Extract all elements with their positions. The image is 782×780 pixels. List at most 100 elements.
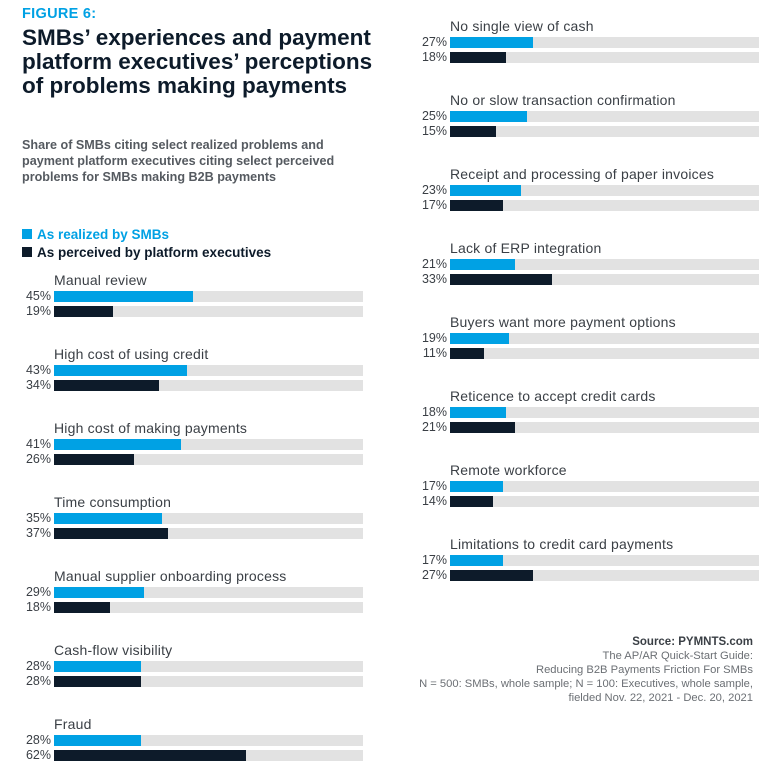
bar-perceived [450, 126, 497, 137]
value-label: 37% [25, 526, 51, 540]
bar-row-realized: 29% [22, 585, 367, 599]
bar-row-realized: 41% [22, 438, 367, 450]
bar-track [54, 528, 363, 539]
bar-row-perceived: 33% [418, 273, 763, 285]
bar-track [54, 750, 363, 761]
value-label: 17% [421, 479, 447, 493]
bar-realized [54, 439, 181, 450]
bar-realized [54, 587, 144, 598]
bar-track [450, 555, 759, 566]
chart-title: SMBs’ experiences and payment platform e… [22, 25, 373, 98]
bar-track [450, 185, 759, 196]
category-label: Limitations to credit card payments [450, 536, 674, 552]
bar-realized [450, 111, 528, 122]
source-line: N = 500: SMBs, whole sample; N = 100: Ex… [419, 678, 753, 690]
value-label: 45% [25, 289, 51, 303]
bar-track [450, 570, 759, 581]
value-label: 15% [421, 124, 447, 138]
value-label: 14% [421, 494, 447, 508]
bar-track [450, 274, 759, 285]
value-label: 17% [421, 198, 447, 212]
bar-track [54, 454, 363, 465]
value-label: 18% [421, 405, 447, 419]
value-label: 26% [25, 452, 51, 466]
bar-row-realized: 17% [418, 479, 763, 493]
value-label: 28% [25, 733, 51, 747]
bar-row-realized: 18% [418, 405, 763, 419]
bar-track [54, 587, 363, 598]
bar-realized [450, 407, 506, 418]
bar-realized [450, 333, 509, 344]
bar-realized [450, 555, 503, 566]
bar-row-perceived: 15% [418, 124, 763, 138]
value-label: 28% [25, 674, 51, 688]
bar-realized [450, 481, 503, 492]
legend-item-realized: As realized by SMBs [22, 225, 271, 243]
legend-swatch-perceived [22, 247, 32, 257]
bar-perceived [450, 52, 506, 63]
bar-track [450, 407, 759, 418]
bar-track [54, 602, 363, 613]
category-label: Reticence to accept credit cards [450, 388, 656, 404]
bar-track [450, 52, 759, 63]
category-label: Receipt and processing of paper invoices [450, 166, 715, 182]
chart-subtitle: Share of SMBs citing select realized pro… [22, 138, 335, 184]
bar-row-perceived: 62% [22, 748, 367, 762]
category-label: High cost of making payments [54, 420, 248, 436]
value-label: 21% [421, 257, 447, 271]
legend-item-perceived: As perceived by platform executives [22, 243, 271, 261]
bar-track [54, 291, 363, 302]
bar-row-realized: 27% [418, 35, 763, 49]
bar-perceived [450, 274, 552, 285]
category-label: Time consumption [54, 494, 172, 510]
bar-row-realized: 25% [418, 109, 763, 123]
legend-label-perceived: As perceived by platform executives [37, 244, 272, 260]
bar-row-realized: 28% [22, 660, 367, 672]
source-note: Source: PYMNTS.com The AP/AR Quick-Start… [419, 635, 753, 705]
bar-row-perceived: 27% [418, 568, 763, 582]
bar-perceived [54, 602, 110, 613]
value-label: 62% [25, 748, 51, 762]
bar-row-perceived: 34% [22, 378, 367, 392]
value-label: 23% [421, 183, 447, 197]
value-label: 25% [421, 109, 447, 123]
legend-swatch-realized [22, 229, 32, 239]
bar-row-realized: 17% [418, 553, 763, 567]
legend: As realized by SMBs As perceived by plat… [22, 225, 271, 261]
category-label: Manual review [54, 272, 147, 288]
bar-row-realized: 28% [22, 733, 367, 747]
bar-track [54, 513, 363, 524]
category-label: Manual supplier onboarding process [54, 568, 287, 584]
bar-row-realized: 45% [22, 289, 367, 303]
legend-label-realized: As realized by SMBs [37, 226, 170, 242]
value-label: 17% [421, 553, 447, 567]
category-label: Remote workforce [450, 462, 567, 478]
bar-perceived [450, 496, 494, 507]
bar-track [54, 676, 363, 687]
value-label: 29% [25, 585, 51, 599]
value-label: 21% [421, 420, 447, 434]
bar-track [450, 348, 759, 359]
bar-row-perceived: 19% [22, 304, 367, 318]
bar-perceived [54, 528, 169, 539]
value-label: 43% [25, 363, 51, 377]
bar-track [450, 496, 759, 507]
value-label: 18% [421, 50, 447, 64]
value-label: 18% [25, 600, 51, 614]
bar-realized [54, 661, 141, 672]
bar-track [54, 439, 363, 450]
category-label: Buyers want more payment options [450, 314, 676, 330]
bar-track [54, 735, 363, 746]
bar-track [450, 259, 759, 270]
bar-track [54, 661, 363, 672]
value-label: 34% [25, 378, 51, 392]
bar-realized [54, 735, 141, 746]
value-label: 19% [25, 304, 51, 318]
bar-row-perceived: 21% [418, 420, 763, 434]
value-label: 27% [421, 35, 447, 49]
bar-perceived [54, 380, 160, 391]
value-label: 27% [421, 568, 447, 582]
bar-realized [54, 291, 194, 302]
bar-row-realized: 21% [418, 257, 763, 271]
bar-track [450, 126, 759, 137]
